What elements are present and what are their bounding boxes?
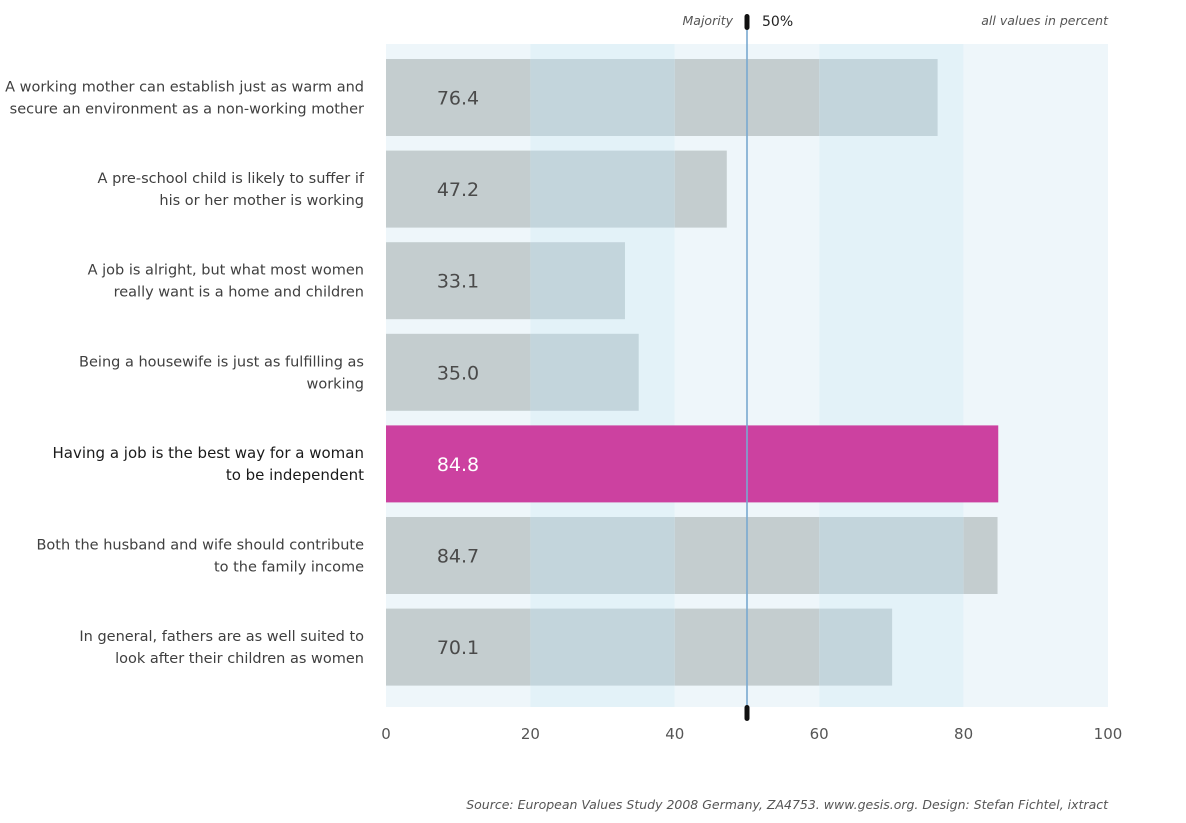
bar-segment [530, 150, 675, 228]
x-tick-label: 60 [810, 725, 829, 743]
majority-value-label: 50% [762, 14, 793, 30]
background-band [963, 44, 1108, 707]
majority-reference: Majority 50% [683, 13, 793, 721]
bar-segment [674, 150, 727, 228]
majority-marker-bottom [744, 705, 750, 721]
bar-group [386, 333, 639, 411]
bar-segment [530, 242, 625, 320]
category-label-line: working [306, 376, 364, 392]
value-label: 84.8 [437, 454, 479, 476]
bar-segment [530, 333, 639, 411]
bar-group [386, 517, 998, 594]
category-label-line: secure an environment as a non-working m… [10, 102, 364, 118]
value-label: 33.1 [437, 271, 479, 293]
source-note: Source: European Values Study 2008 Germa… [466, 797, 1109, 812]
value-label: 47.2 [437, 179, 479, 201]
category-label-line: Both the husband and wife should contrib… [36, 538, 364, 554]
bar-segment [819, 608, 893, 686]
bar-segment [819, 517, 964, 594]
value-label: 35.0 [437, 362, 479, 384]
bar-segment [386, 517, 531, 594]
value-label: 84.7 [437, 546, 479, 568]
bar-segment [530, 608, 675, 686]
bar-segment [963, 517, 998, 594]
majority-label: Majority [683, 13, 734, 28]
bar-segment [386, 59, 531, 136]
category-label-line: A working mother can establish just as w… [5, 80, 364, 96]
category-label-line: A pre-school child is likely to suffer i… [98, 171, 365, 187]
category-label-line: Being a housewife is just as fulfilling … [79, 354, 364, 370]
category-label-line: his or her mother is working [159, 193, 364, 209]
background-band [819, 44, 964, 707]
bar-segment [386, 608, 531, 686]
x-tick-label: 20 [521, 725, 540, 743]
x-axis-ticks: 0 20 40 60 80 100 [381, 725, 1122, 743]
bar-segment [386, 242, 531, 320]
category-labels: A working mother can establish just as w… [5, 80, 365, 668]
bar-group [386, 150, 727, 228]
category-label-line: to the family income [214, 560, 364, 576]
bar-segment [386, 333, 531, 411]
bar-group [386, 242, 625, 320]
x-tick-label: 0 [381, 725, 391, 743]
bar-segment [819, 59, 938, 136]
bar-highlight [386, 425, 999, 503]
category-label-line: really want is a home and children [114, 285, 364, 301]
bar-segment [530, 517, 675, 594]
x-tick-label: 40 [665, 725, 684, 743]
category-label-line: In general, fathers are as well suited t… [79, 629, 364, 645]
value-label: 70.1 [437, 637, 479, 659]
category-label-line: A job is alright, but what most women [88, 263, 364, 279]
category-label-line: Having a job is the best way for a woman [53, 444, 364, 462]
x-tick-label: 100 [1094, 725, 1123, 743]
majority-marker-top [744, 14, 750, 30]
bar-group [386, 425, 999, 503]
x-tick-label: 80 [954, 725, 973, 743]
bar-segment [386, 150, 531, 228]
value-label: 76.4 [437, 88, 479, 110]
category-label-line: look after their children as women [115, 651, 364, 667]
category-label-line: to be independent [226, 466, 364, 484]
unit-note: all values in percent [981, 13, 1109, 28]
bar-segment [530, 59, 675, 136]
value-labels: 76.4 47.2 33.1 35.0 84.8 84.7 70.1 [437, 88, 479, 660]
